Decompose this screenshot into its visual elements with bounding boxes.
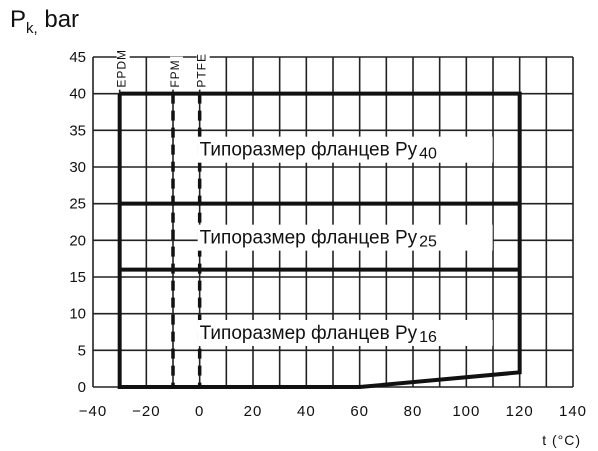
x-tick-label: 80 xyxy=(404,403,423,420)
x-tick-label: 140 xyxy=(559,403,587,420)
pressure-label-bg xyxy=(197,320,493,346)
pressure-label-text: Типоразмер фланцев Py 16 xyxy=(200,323,437,346)
material-label-fpm: FPM xyxy=(168,59,182,87)
boundary-line-1 xyxy=(117,91,522,389)
y-tick-label: 0 xyxy=(78,379,86,396)
x-tick-label: 0 xyxy=(195,403,204,420)
material-label-bg xyxy=(116,47,130,90)
y-tick-label: 45 xyxy=(69,49,86,66)
pressure-label-text: Типоразмер фланцев Py 40 xyxy=(200,140,437,163)
material-label-bg xyxy=(170,56,183,90)
material-label-ptfe: PTFE xyxy=(195,53,209,88)
pressure-label-bg xyxy=(197,224,493,251)
y-axis-label-sub: k, xyxy=(26,19,38,37)
y-tick-label: 15 xyxy=(69,269,86,286)
pressure-label-py16: Типоразмер фланцев Py 16 xyxy=(197,320,493,346)
y-tick-label: 30 xyxy=(69,159,86,176)
pressure-label-sub: 16 xyxy=(419,329,437,346)
material-label-epdm: EPDM xyxy=(115,49,129,88)
y-tick-label: 25 xyxy=(69,196,86,213)
pressure-label-sub: 25 xyxy=(419,234,437,251)
y-axis-label-main: P xyxy=(10,6,27,33)
y-tick-label: 20 xyxy=(69,232,86,249)
y-axis-label-unit: bar xyxy=(44,6,80,33)
material-label-bg xyxy=(196,47,210,90)
y-tick-label: 40 xyxy=(69,86,86,103)
pressure-label-py25: Типоразмер фланцев Py 25 xyxy=(197,224,493,251)
y-tick-label: 5 xyxy=(78,342,86,359)
x-axis-label: t (°C) xyxy=(542,432,581,448)
x-tick-label: 20 xyxy=(244,403,263,420)
x-tick-label: 40 xyxy=(297,403,316,420)
y-tick-label: 35 xyxy=(69,122,86,139)
pressure-label-py40: Типоразмер фланцев Py 40 xyxy=(197,136,493,163)
pressure-label-bg xyxy=(197,136,493,163)
x-tick-label: 60 xyxy=(350,403,369,420)
pressure-label-sub: 40 xyxy=(419,146,437,163)
pressure-label-text: Типоразмер фланцев Py 25 xyxy=(200,228,437,251)
x-tick-label: 100 xyxy=(452,403,480,420)
x-tick-label: −40 xyxy=(79,403,107,420)
x-tick-label: 120 xyxy=(506,403,534,420)
x-tick-label: −20 xyxy=(132,403,160,420)
y-tick-label: 10 xyxy=(69,306,86,323)
y-axis-label: Pk, bar xyxy=(10,6,79,37)
